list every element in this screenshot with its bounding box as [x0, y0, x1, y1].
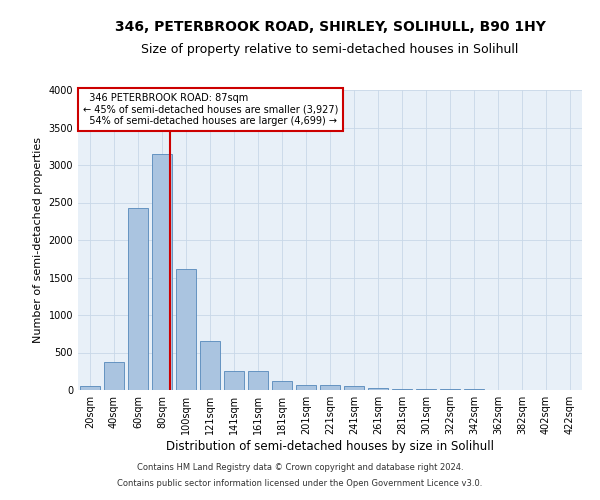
Y-axis label: Number of semi-detached properties: Number of semi-detached properties: [33, 137, 43, 343]
Bar: [80, 386, 100, 390]
Bar: [104, 362, 124, 390]
X-axis label: Distribution of semi-detached houses by size in Solihull: Distribution of semi-detached houses by …: [166, 440, 494, 453]
Bar: [224, 370, 244, 390]
Bar: [464, 389, 484, 390]
Bar: [368, 388, 388, 390]
Bar: [392, 388, 412, 390]
Text: Contains public sector information licensed under the Open Government Licence v3: Contains public sector information licen…: [118, 478, 482, 488]
Text: Contains HM Land Registry data © Crown copyright and database right 2024.: Contains HM Land Registry data © Crown c…: [137, 464, 463, 472]
Text: Size of property relative to semi-detached houses in Solihull: Size of property relative to semi-detach…: [142, 42, 518, 56]
Bar: [152, 154, 172, 390]
Bar: [248, 370, 268, 390]
Text: 346, PETERBROOK ROAD, SHIRLEY, SOLIHULL, B90 1HY: 346, PETERBROOK ROAD, SHIRLEY, SOLIHULL,…: [115, 20, 545, 34]
Bar: [128, 208, 148, 390]
Bar: [440, 389, 460, 390]
Bar: [176, 268, 196, 390]
Bar: [320, 385, 340, 390]
Bar: [296, 385, 316, 390]
Text: 346 PETERBROOK ROAD: 87sqm
← 45% of semi-detached houses are smaller (3,927)
  5: 346 PETERBROOK ROAD: 87sqm ← 45% of semi…: [83, 93, 338, 126]
Bar: [344, 386, 364, 390]
Bar: [272, 381, 292, 390]
Bar: [416, 389, 436, 390]
Bar: [200, 340, 220, 390]
